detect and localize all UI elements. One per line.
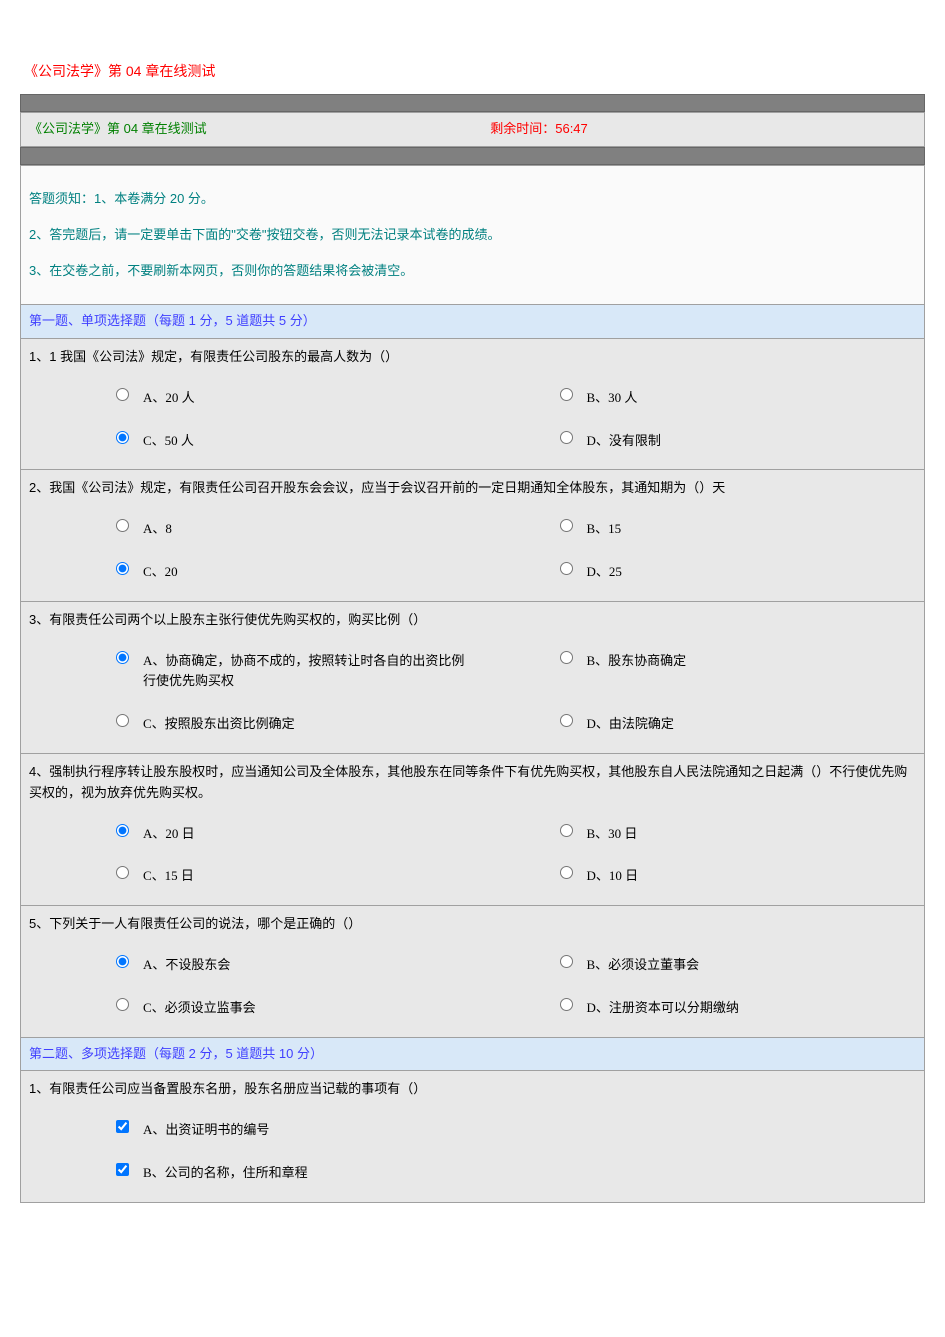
question-2: 2、我国《公司法》规定，有限责任公司召开股东会会议，应当于会议召开前的一定日期通… — [20, 470, 925, 601]
instruction-line-3: 3、在交卷之前，不要刷新本网页，否则你的答题结果将会被清空。 — [29, 258, 916, 284]
question-4: 4、强制执行程序转让股东股权时，应当通知公司及全体股东，其他股东在同等条件下有优… — [20, 754, 925, 906]
q4-option-d-label: D、10 日 — [587, 864, 913, 887]
q1-option-b-label: B、30 人 — [587, 386, 913, 409]
q1-option-d-label: D、没有限制 — [587, 429, 913, 452]
question-5: 5、下列关于一人有限责任公司的说法，哪个是正确的（） A、不设股东会 B、必须设… — [20, 906, 925, 1037]
q1-option-c-label: C、50 人 — [143, 429, 469, 452]
q3-option-d-radio[interactable] — [560, 714, 573, 727]
instruction-line-1: 答题须知：1、本卷满分 20 分。 — [29, 186, 916, 212]
q2-option-c-radio[interactable] — [116, 562, 129, 575]
q4-option-c-radio[interactable] — [116, 866, 129, 879]
multi-question-1-text: 1、有限责任公司应当备置股东名册，股东名册应当记载的事项有（） — [21, 1071, 924, 1108]
q2-option-a-radio[interactable] — [116, 519, 129, 532]
q2-option-a-label: A、8 — [143, 517, 469, 540]
q2-option-d-radio[interactable] — [560, 562, 573, 575]
instructions-block: 答题须知：1、本卷满分 20 分。 2、答完题后，请一定要单击下面的"交卷"按钮… — [20, 165, 925, 305]
q1-option-c-radio[interactable] — [116, 431, 129, 444]
multi-question-1: 1、有限责任公司应当备置股东名册，股东名册应当记载的事项有（） A、出资证明书的… — [20, 1071, 925, 1202]
mq1-option-a-label: A、出资证明书的编号 — [143, 1118, 912, 1141]
q4-option-a-radio[interactable] — [116, 824, 129, 837]
question-1: 1、1 我国《公司法》规定，有限责任公司股东的最高人数为（） A、20 人 B、… — [20, 339, 925, 470]
q5-option-d-radio[interactable] — [560, 998, 573, 1011]
q2-option-b-radio[interactable] — [560, 519, 573, 532]
q1-option-a-label: A、20 人 — [143, 386, 469, 409]
section-1-header: 第一题、单项选择题（每题 1 分，5 道题共 5 分） — [20, 305, 925, 339]
timer: 剩余时间：56:47 — [490, 119, 588, 140]
q4-option-b-radio[interactable] — [560, 824, 573, 837]
question-2-text: 2、我国《公司法》规定，有限责任公司召开股东会会议，应当于会议召开前的一定日期通… — [21, 470, 924, 507]
page-title: 《公司法学》第 04 章在线测试 — [20, 60, 925, 82]
question-5-text: 5、下列关于一人有限责任公司的说法，哪个是正确的（） — [21, 906, 924, 943]
mq1-option-b-check[interactable] — [116, 1163, 129, 1176]
q5-option-c-label: C、必须设立监事会 — [143, 996, 469, 1019]
q5-option-b-label: B、必须设立董事会 — [587, 953, 913, 976]
q3-option-b-radio[interactable] — [560, 651, 573, 664]
question-4-text: 4、强制执行程序转让股东股权时，应当通知公司及全体股东，其他股东在同等条件下有优… — [21, 754, 924, 812]
q4-option-b-label: B、30 日 — [587, 822, 913, 845]
q2-option-d-label: D、25 — [587, 560, 913, 583]
q5-option-a-radio[interactable] — [116, 955, 129, 968]
q2-option-c-label: C、20 — [143, 560, 469, 583]
section-2-header: 第二题、多项选择题（每题 2 分，5 道题共 10 分） — [20, 1038, 925, 1072]
q3-option-d-label: D、由法院确定 — [587, 712, 913, 735]
q3-option-c-radio[interactable] — [116, 714, 129, 727]
q3-option-a-radio[interactable] — [116, 651, 129, 664]
divider-bar-top — [20, 94, 925, 112]
instruction-line-2: 2、答完题后，请一定要单击下面的"交卷"按钮交卷，否则无法记录本试卷的成绩。 — [29, 222, 916, 248]
q5-option-c-radio[interactable] — [116, 998, 129, 1011]
q3-option-a-label: A、协商确定，协商不成的，按照转让时各自的出资比例行使优先购买权 — [143, 649, 469, 693]
q4-option-c-label: C、15 日 — [143, 864, 469, 887]
q5-option-a-label: A、不设股东会 — [143, 953, 469, 976]
mq1-option-b-label: B、公司的名称，住所和章程 — [143, 1161, 912, 1184]
q5-option-d-label: D、注册资本可以分期缴纳 — [587, 996, 913, 1019]
q1-option-d-radio[interactable] — [560, 431, 573, 444]
divider-bar-2 — [20, 147, 925, 165]
test-name: 《公司法学》第 04 章在线测试 — [29, 119, 490, 140]
q1-option-a-radio[interactable] — [116, 388, 129, 401]
q3-option-c-label: C、按照股东出资比例确定 — [143, 712, 469, 735]
q1-option-b-radio[interactable] — [560, 388, 573, 401]
q5-option-b-radio[interactable] — [560, 955, 573, 968]
q3-option-b-label: B、股东协商确定 — [587, 649, 913, 672]
q2-option-b-label: B、15 — [587, 517, 913, 540]
question-3-text: 3、有限责任公司两个以上股东主张行使优先购买权的，购买比例（） — [21, 602, 924, 639]
test-header: 《公司法学》第 04 章在线测试 剩余时间：56:47 — [20, 112, 925, 147]
q4-option-a-label: A、20 日 — [143, 822, 469, 845]
q4-option-d-radio[interactable] — [560, 866, 573, 879]
question-3: 3、有限责任公司两个以上股东主张行使优先购买权的，购买比例（） A、协商确定，协… — [20, 602, 925, 754]
question-1-text: 1、1 我国《公司法》规定，有限责任公司股东的最高人数为（） — [21, 339, 924, 376]
mq1-option-a-check[interactable] — [116, 1120, 129, 1133]
